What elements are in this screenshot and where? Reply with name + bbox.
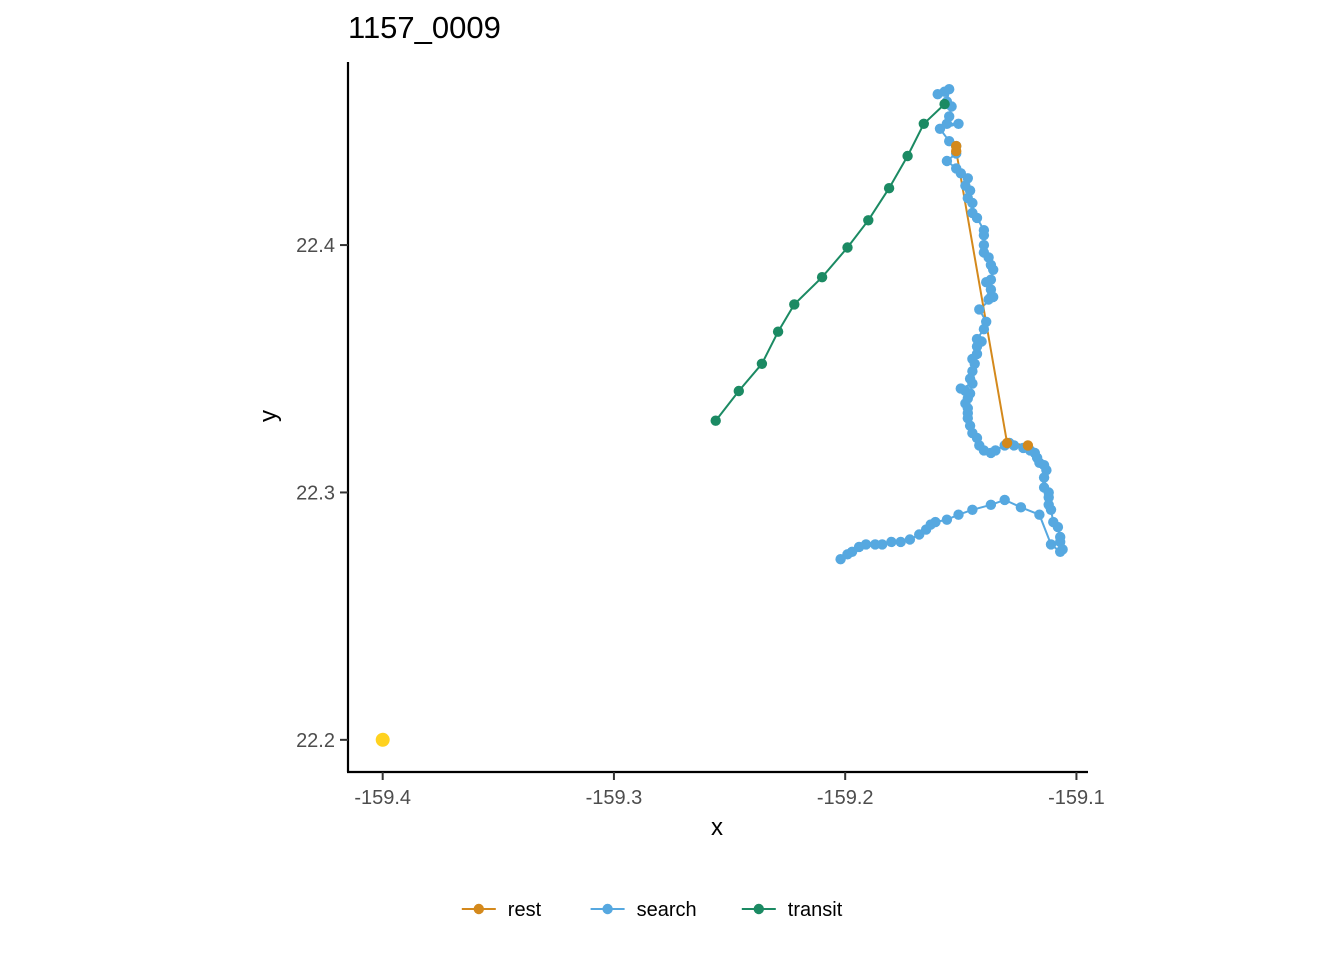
- data-point-search: [835, 554, 846, 565]
- legend-label-search: search: [637, 899, 697, 921]
- data-point-search: [971, 341, 983, 352]
- data-point-transit: [883, 183, 895, 194]
- data-point-rest: [1001, 437, 1013, 449]
- data-point-search: [953, 118, 964, 129]
- data-point-search: [1052, 521, 1064, 533]
- y-tick-label: 22.4: [296, 235, 335, 257]
- legend-label-transit: transit: [788, 899, 843, 921]
- data-point-search: [978, 230, 990, 241]
- x-tick-label: -159.4: [354, 787, 411, 809]
- data-point-search: [974, 304, 985, 315]
- y-tick-label: 22.2: [296, 730, 335, 752]
- series-lines: [714, 87, 1064, 561]
- x-tick-label: -159.1: [1048, 787, 1105, 809]
- data-point-search: [985, 499, 997, 510]
- start-point: [375, 732, 390, 747]
- series-line-transit: [714, 103, 946, 422]
- data-point-search: [978, 324, 990, 335]
- data-point-search: [934, 123, 946, 134]
- data-point-search: [1043, 492, 1054, 503]
- data-point-search: [1034, 509, 1045, 520]
- data-point-rest: [1022, 440, 1034, 451]
- data-point-search: [971, 212, 983, 224]
- data-point-search: [967, 197, 978, 209]
- legend-label-rest: rest: [508, 899, 542, 921]
- x-axis-title: x: [711, 814, 723, 841]
- data-point-search: [1045, 504, 1057, 515]
- data-point-search: [941, 514, 953, 525]
- data-point-search: [1055, 546, 1066, 557]
- data-point-search: [904, 534, 916, 545]
- data-point-search: [914, 529, 925, 540]
- x-tick-label: -159.3: [586, 787, 643, 809]
- data-point-transit: [772, 326, 784, 337]
- data-point-search: [967, 504, 978, 515]
- data-point-search: [886, 536, 897, 548]
- data-point-search: [981, 277, 992, 288]
- data-point-search: [988, 291, 999, 303]
- y-axis-ticks: 22.2 22.3 22.4: [296, 235, 348, 752]
- data-point-transit: [733, 385, 744, 397]
- data-point-search: [944, 84, 955, 95]
- y-tick-label: 22.3: [296, 482, 335, 504]
- data-point-rest: [951, 145, 962, 157]
- legend-key-point-search: [602, 903, 613, 915]
- chart-title: 1157_0009: [348, 10, 501, 45]
- x-axis-ticks: -159.4 -159.3 -159.2 -159.1: [354, 772, 1105, 809]
- data-point-transit: [756, 358, 768, 369]
- data-point-search: [953, 509, 964, 520]
- data-point-search: [990, 445, 1001, 456]
- data-point-search: [895, 536, 906, 548]
- data-point-search: [941, 155, 953, 167]
- data-point-search: [1015, 502, 1027, 513]
- data-point-search: [967, 378, 978, 389]
- data-point-search: [1045, 539, 1057, 550]
- data-point-search: [988, 264, 999, 275]
- data-point-search: [999, 494, 1010, 506]
- legend: rest search transit: [461, 899, 843, 921]
- data-point-transit: [902, 150, 913, 162]
- data-point-search: [978, 239, 990, 251]
- data-point-transit: [918, 118, 929, 129]
- data-point-search: [1038, 472, 1050, 483]
- series-points: [375, 84, 1068, 747]
- data-point-transit: [863, 215, 874, 226]
- data-point-transit: [842, 242, 853, 253]
- data-point-search: [870, 539, 881, 550]
- x-tick-label: -159.2: [817, 787, 874, 809]
- data-point-transit: [710, 415, 721, 426]
- y-axis-title: y: [255, 410, 282, 422]
- legend-key-point-rest: [473, 903, 484, 915]
- data-point-transit: [939, 98, 950, 110]
- legend-key-point-transit: [753, 903, 764, 915]
- data-point-transit: [789, 299, 800, 310]
- data-point-transit: [816, 272, 828, 283]
